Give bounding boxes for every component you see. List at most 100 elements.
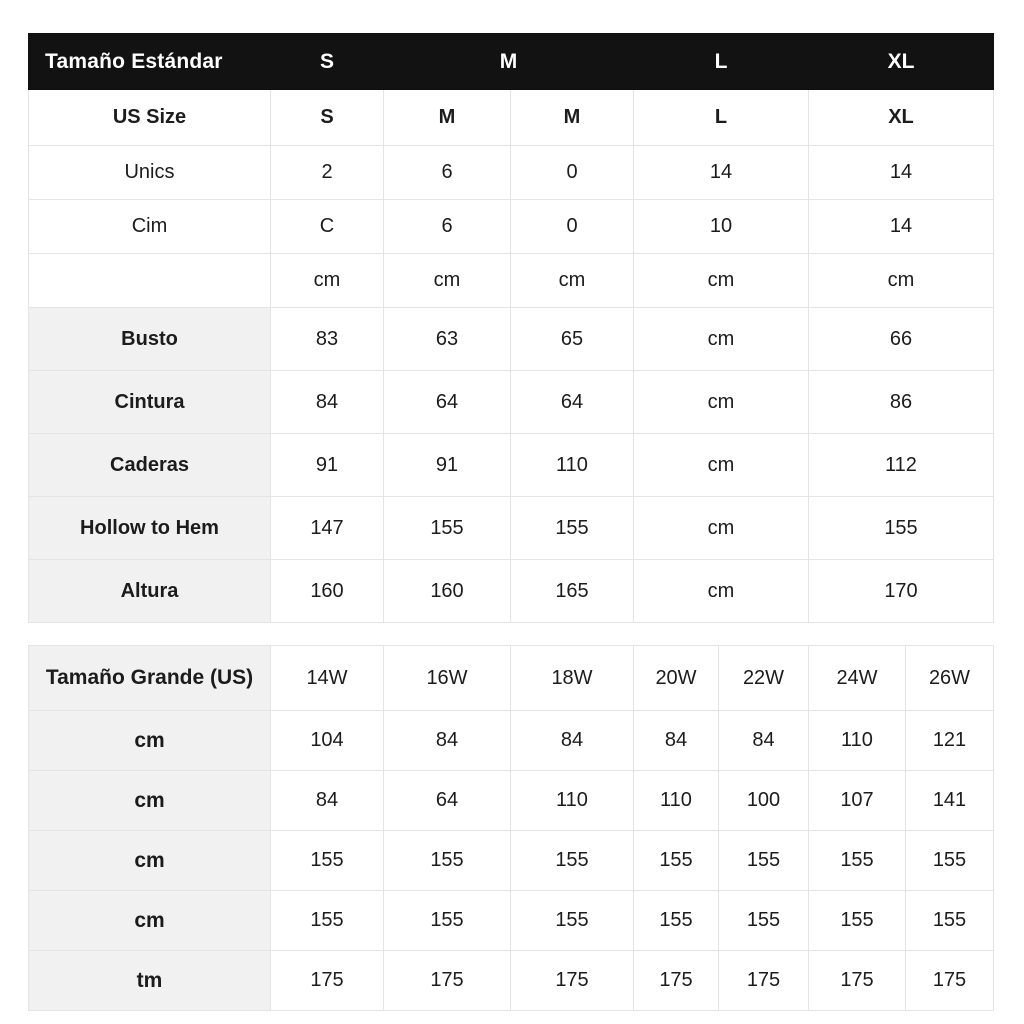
row-label: tm [28,950,271,1011]
plus-header-size: 16W [383,645,511,711]
size-value-cell: 2 [270,145,384,200]
size-value-cell: 91 [270,433,384,497]
size-value-cell: 155 [905,830,994,891]
standard-header-size-l: L [633,33,809,90]
size-value-cell: 6 [383,145,511,200]
size-value-cell: 155 [270,890,384,951]
row-label: cm [28,890,271,951]
row-cim: Cim C 6 0 10 14 [28,199,994,254]
size-value-cell: 155 [383,496,511,560]
plus-header-size: 18W [510,645,634,711]
size-value-cell: 64 [383,370,511,434]
row-label: Unics [28,145,271,200]
size-value-cell: 155 [383,890,511,951]
plus-header-size: 22W [718,645,809,711]
row-unics: Unics 2 6 0 14 14 [28,145,994,200]
size-value-cell: 175 [718,950,809,1011]
size-value-cell: 155 [718,830,809,891]
size-value-cell: 175 [633,950,719,1011]
size-value-cell: 121 [905,710,994,771]
plus-size-table: Tamaño Grande (US) 14W 16W 18W 20W 22W 2… [28,645,994,1011]
size-value-cell: 84 [718,710,809,771]
size-value-cell: 91 [383,433,511,497]
size-value-cell: 110 [633,770,719,831]
size-value-cell: 155 [510,830,634,891]
size-value-cell: 14 [808,199,994,254]
size-value-cell: 155 [808,830,906,891]
standard-header-size-m: M [383,33,634,90]
row-label: Altura [28,559,271,623]
plus-row-1: cm 104 84 84 84 84 110 121 [28,710,994,771]
size-value-cell: 155 [633,890,719,951]
size-value-cell: 170 [808,559,994,623]
size-value-cell: 14 [633,145,809,200]
size-value-cell: 0 [510,145,634,200]
size-value-cell: cm [633,496,809,560]
standard-header-size-s: S [270,33,384,90]
row-cintura: Cintura 84 64 64 cm 86 [28,370,994,434]
size-value-cell: L [633,89,809,146]
row-label: Hollow to Hem [28,496,271,560]
plus-row-4: cm 155 155 155 155 155 155 155 [28,890,994,951]
size-value-cell: 66 [808,307,994,371]
size-value-cell: 63 [383,307,511,371]
size-value-cell: 14 [808,145,994,200]
size-value-cell: 84 [383,710,511,771]
row-busto: Busto 83 63 65 cm 66 [28,307,994,371]
standard-table-header-row: Tamaño Estándar S M L XL [28,33,994,90]
standard-header-size-xl: XL [808,33,994,90]
row-altura: Altura 160 160 165 cm 170 [28,559,994,623]
size-value-cell: cm [808,253,994,308]
size-value-cell: 84 [270,770,384,831]
size-value-cell: 155 [905,890,994,951]
size-value-cell: 84 [633,710,719,771]
size-value-cell: 175 [808,950,906,1011]
row-label: cm [28,830,271,891]
size-value-cell: 100 [718,770,809,831]
size-value-cell: cm [510,253,634,308]
row-label [28,253,271,308]
size-value-cell: S [270,89,384,146]
row-hollow-to-hem: Hollow to Hem 147 155 155 cm 155 [28,496,994,560]
size-value-cell: cm [633,307,809,371]
row-label: Cim [28,199,271,254]
size-value-cell: M [383,89,511,146]
size-value-cell: 155 [510,890,634,951]
plus-row-5: tm 175 175 175 175 175 175 175 [28,950,994,1011]
size-value-cell: 112 [808,433,994,497]
standard-table-title: Tamaño Estándar [28,33,271,90]
size-value-cell: 83 [270,307,384,371]
size-value-cell: 155 [383,830,511,891]
size-value-cell: cm [633,559,809,623]
size-value-cell: 175 [383,950,511,1011]
size-value-cell: 86 [808,370,994,434]
row-label: Caderas [28,433,271,497]
plus-row-3: cm 155 155 155 155 155 155 155 [28,830,994,891]
size-value-cell: 141 [905,770,994,831]
row-label: cm [28,710,271,771]
row-label: cm [28,770,271,831]
plus-table-title: Tamaño Grande (US) [28,645,271,711]
size-value-cell: C [270,199,384,254]
size-value-cell: 64 [383,770,511,831]
size-value-cell: 155 [808,496,994,560]
size-value-cell: cm [633,433,809,497]
plus-row-2: cm 84 64 110 110 100 107 141 [28,770,994,831]
size-value-cell: 165 [510,559,634,623]
size-value-cell: 155 [718,890,809,951]
plus-table-header-row: Tamaño Grande (US) 14W 16W 18W 20W 22W 2… [28,645,994,711]
size-value-cell: 175 [905,950,994,1011]
size-value-cell: 155 [270,830,384,891]
size-value-cell: 160 [383,559,511,623]
size-value-cell: cm [633,370,809,434]
size-value-cell: cm [383,253,511,308]
size-value-cell: XL [808,89,994,146]
size-value-cell: 84 [270,370,384,434]
size-value-cell: 6 [383,199,511,254]
size-chart-page: Tamaño Estándar S M L XL US Size S M M L… [28,33,994,1011]
size-value-cell: 155 [633,830,719,891]
size-value-cell: 110 [808,710,906,771]
row-label: US Size [28,89,271,146]
size-value-cell: cm [270,253,384,308]
size-value-cell: 175 [510,950,634,1011]
